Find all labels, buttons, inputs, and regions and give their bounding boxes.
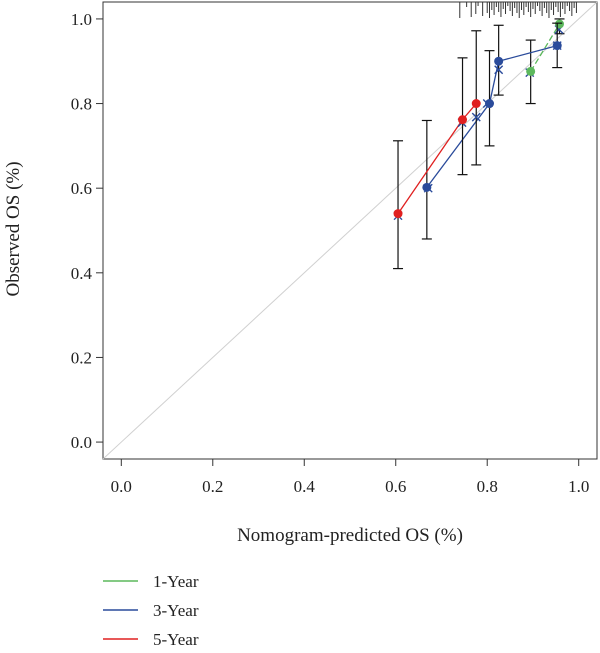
data-point: [552, 41, 562, 51]
data-point: [458, 115, 468, 125]
x-tick-label: 0.0: [111, 477, 132, 496]
data-point: [422, 182, 432, 192]
x-tick-label: 0.8: [477, 477, 498, 496]
reference-diagonal: [102, 1, 598, 460]
x-axis-title: Nomogram-predicted OS (%): [237, 525, 463, 546]
y-tick-label: 1.0: [71, 10, 92, 29]
series-line: [530, 23, 561, 72]
y-tick-label: 0.0: [71, 433, 92, 452]
data-point: [393, 209, 403, 219]
data-point: [494, 56, 504, 66]
y-tick-label: 0.4: [71, 264, 93, 283]
legend-label: 3-Year: [153, 601, 199, 620]
cross-marker: [471, 112, 481, 122]
x-tick-label: 0.2: [202, 477, 223, 496]
data-point: [554, 19, 564, 29]
legend-label: 1-Year: [153, 572, 199, 591]
y-tick-label: 0.2: [71, 348, 92, 367]
plot-frame: [102, 1, 598, 460]
y-axis-title: Observed OS (%): [3, 161, 24, 296]
y-tick-label: 0.8: [71, 95, 92, 114]
x-tick-label: 1.0: [568, 477, 589, 496]
data-point: [526, 66, 536, 76]
series-line: [426, 44, 558, 188]
x-tick-label: 0.4: [294, 477, 316, 496]
cross-marker: [494, 65, 504, 75]
x-tick-label: 0.6: [385, 477, 406, 496]
data-point: [485, 99, 495, 109]
legend-label: 5-Year: [153, 630, 199, 649]
data-point: [471, 99, 481, 109]
y-tick-label: 0.6: [71, 179, 92, 198]
